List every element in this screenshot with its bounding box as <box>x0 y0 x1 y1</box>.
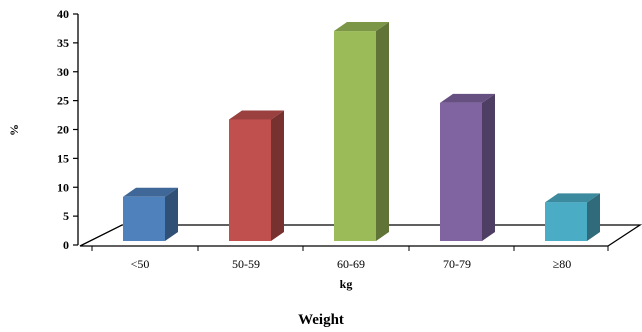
x-tick-label: 60-69 <box>337 257 365 271</box>
x-tick-label: 50-59 <box>232 257 260 271</box>
x-axis-title: kg <box>340 277 353 291</box>
y-tick-label: 5 <box>63 209 69 223</box>
bar-top <box>229 110 284 120</box>
bar-side <box>165 187 178 241</box>
y-tick-label: 25 <box>57 94 69 108</box>
bar-top <box>440 93 495 103</box>
y-axis-title: % <box>7 124 21 136</box>
bar-top <box>545 193 600 203</box>
figure-caption: Weight <box>298 312 344 328</box>
bar-side <box>587 193 600 241</box>
y-axis: 0 5 10 15 20 25 30 35 40 <box>57 7 79 252</box>
y-tick-label: 30 <box>57 65 69 79</box>
y-tick-label: 10 <box>57 180 69 194</box>
bar-front <box>440 102 482 241</box>
y-tick-label: 0 <box>63 238 69 252</box>
bar-front <box>334 31 376 241</box>
bars <box>123 22 600 241</box>
bar <box>545 193 600 241</box>
bar-front <box>229 119 271 241</box>
bar-side <box>376 22 389 241</box>
bar-top <box>334 22 389 32</box>
x-axis-categories: <50 50-59 60-69 70-79 ≥80 <box>91 246 609 271</box>
y-tick-label: 35 <box>57 36 69 50</box>
bar-front <box>123 196 165 241</box>
x-tick-label: <50 <box>131 257 150 271</box>
bar-side <box>271 110 284 241</box>
bar-top <box>123 187 178 197</box>
x-tick-label: ≥80 <box>553 257 572 271</box>
bar <box>440 93 495 241</box>
bar-side <box>482 93 495 241</box>
y-tick-label: 15 <box>57 151 69 165</box>
bar <box>123 187 178 241</box>
bar-front <box>545 202 587 241</box>
x-tick-label: 70-79 <box>443 257 471 271</box>
y-tick-label: 20 <box>57 123 69 137</box>
bar <box>334 22 389 241</box>
y-tick-label: 40 <box>57 7 69 21</box>
bar <box>229 110 284 241</box>
